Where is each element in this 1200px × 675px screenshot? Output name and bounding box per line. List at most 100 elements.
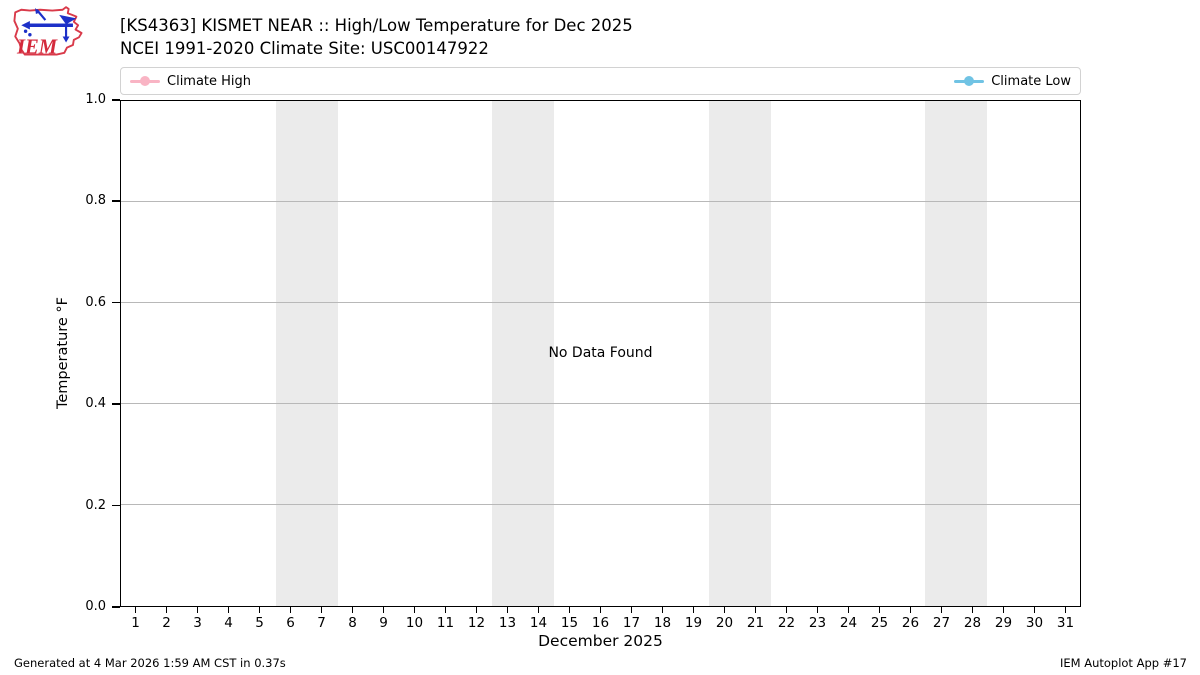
climate-high-marker-icon [130,76,160,86]
x-tick-label: 20 [715,615,734,631]
logo-text: IEM [16,37,58,59]
x-tick [971,607,974,613]
x-tick-label: 14 [529,615,548,631]
legend-item-climate-high: Climate High [130,74,251,89]
x-tick [630,607,633,613]
x-tick [661,607,664,613]
gridline [121,403,1080,404]
x-tick [537,607,540,613]
y-tick-label: 0.4 [85,396,106,412]
page-title: [KS4363] KISMET NEAR :: High/Low Tempera… [120,16,633,35]
climate-low-marker-icon [954,76,985,86]
windvane-icon [21,8,77,43]
x-tick [413,607,416,613]
x-tick-label: 31 [1056,615,1075,631]
title-block: [KS4363] KISMET NEAR :: High/Low Tempera… [120,15,633,60]
x-tick-label: 1 [131,615,140,631]
x-tick-label: 6 [286,615,295,631]
x-tick-label: 5 [255,615,264,631]
weekend-band [708,101,771,606]
x-tick [816,607,819,613]
weekend-band [492,101,555,606]
x-tick [568,607,571,613]
x-tick-label: 13 [498,615,517,631]
x-axis-ticks: 1 2 3 4 5 6 7 8 9 10 11 12 13 14 15 16 17 18 19 20 21 22 23 24 2… [120,607,1081,637]
x-tick-label: 18 [653,615,672,631]
x-tick [785,607,788,613]
x-tick [1064,607,1067,613]
y-tick [112,403,120,405]
x-tick-label: 28 [963,615,982,631]
y-tick [112,606,120,608]
no-data-message: No Data Found [548,344,653,361]
x-tick-label: 2 [162,615,171,631]
x-tick [475,607,478,613]
x-tick [1002,607,1005,613]
x-tick-label: 17 [622,615,641,631]
gridline [121,504,1080,505]
legend-item-climate-low: Climate Low [954,74,1071,89]
x-tick [723,607,726,613]
x-tick-label: 7 [317,615,326,631]
x-tick-label: 10 [405,615,424,631]
x-tick [258,607,261,613]
x-tick-label: 26 [901,615,920,631]
gridline [121,302,1080,303]
y-tick [112,200,120,202]
legend-item-label: Climate Low [991,73,1071,89]
x-tick [878,607,881,613]
y-tick-label: 0.8 [85,193,106,209]
x-tick-label: 4 [224,615,233,631]
page-subtitle: NCEI 1991-2020 Climate Site: USC00147922 [120,38,489,58]
iem-logo: IEM [10,2,98,64]
x-tick-label: 21 [746,615,765,631]
y-tick [112,301,120,304]
y-tick [112,99,120,101]
x-tick [196,607,199,613]
x-tick [289,607,292,613]
x-tick-label: 3 [193,615,202,631]
x-tick-label: 25 [870,615,889,631]
x-tick [754,607,757,613]
x-tick-label: 30 [1025,615,1044,631]
x-tick-label: 15 [560,615,579,631]
x-tick-label: 23 [808,615,827,631]
plot-area: No Data Found [120,100,1081,607]
x-tick [320,607,323,613]
x-tick-label: 19 [684,615,703,631]
x-tick [1033,607,1036,613]
x-tick-label: 27 [932,615,951,631]
weekend-band [925,101,988,606]
x-tick-label: 22 [777,615,796,631]
x-tick [165,607,168,613]
gridline [121,201,1080,202]
x-tick-label: 11 [436,615,455,631]
x-tick-label: 9 [379,615,388,631]
y-tick-label: 0.2 [85,497,106,513]
footer-generated-text: Generated at 4 Mar 2026 1:59 AM CST in 0… [14,656,286,670]
x-tick [692,607,695,613]
iowa-outline-icon: IEM [13,6,83,59]
x-tick [351,607,354,613]
y-axis-label: Temperature °F [55,296,71,410]
x-tick [134,607,137,613]
y-tick-label: 1.0 [85,92,106,107]
y-tick [112,504,120,507]
footer-app-text: IEM Autoplot App #17 [1059,656,1187,670]
x-tick-label: 12 [467,615,486,631]
x-tick [506,607,509,613]
x-tick [599,607,602,613]
x-tick [909,607,912,613]
x-tick-label: 29 [994,615,1013,631]
x-tick [940,607,943,613]
x-tick-label: 8 [348,615,357,631]
legend: Climate High Climate Low [120,67,1081,95]
x-tick [847,607,850,613]
legend-item-label: Climate High [167,73,252,89]
x-tick [444,607,447,613]
y-tick-label: 0.0 [85,599,106,614]
x-tick [227,607,230,613]
x-tick-label: 16 [591,615,610,631]
x-tick [382,607,385,613]
weekend-band [275,101,338,606]
